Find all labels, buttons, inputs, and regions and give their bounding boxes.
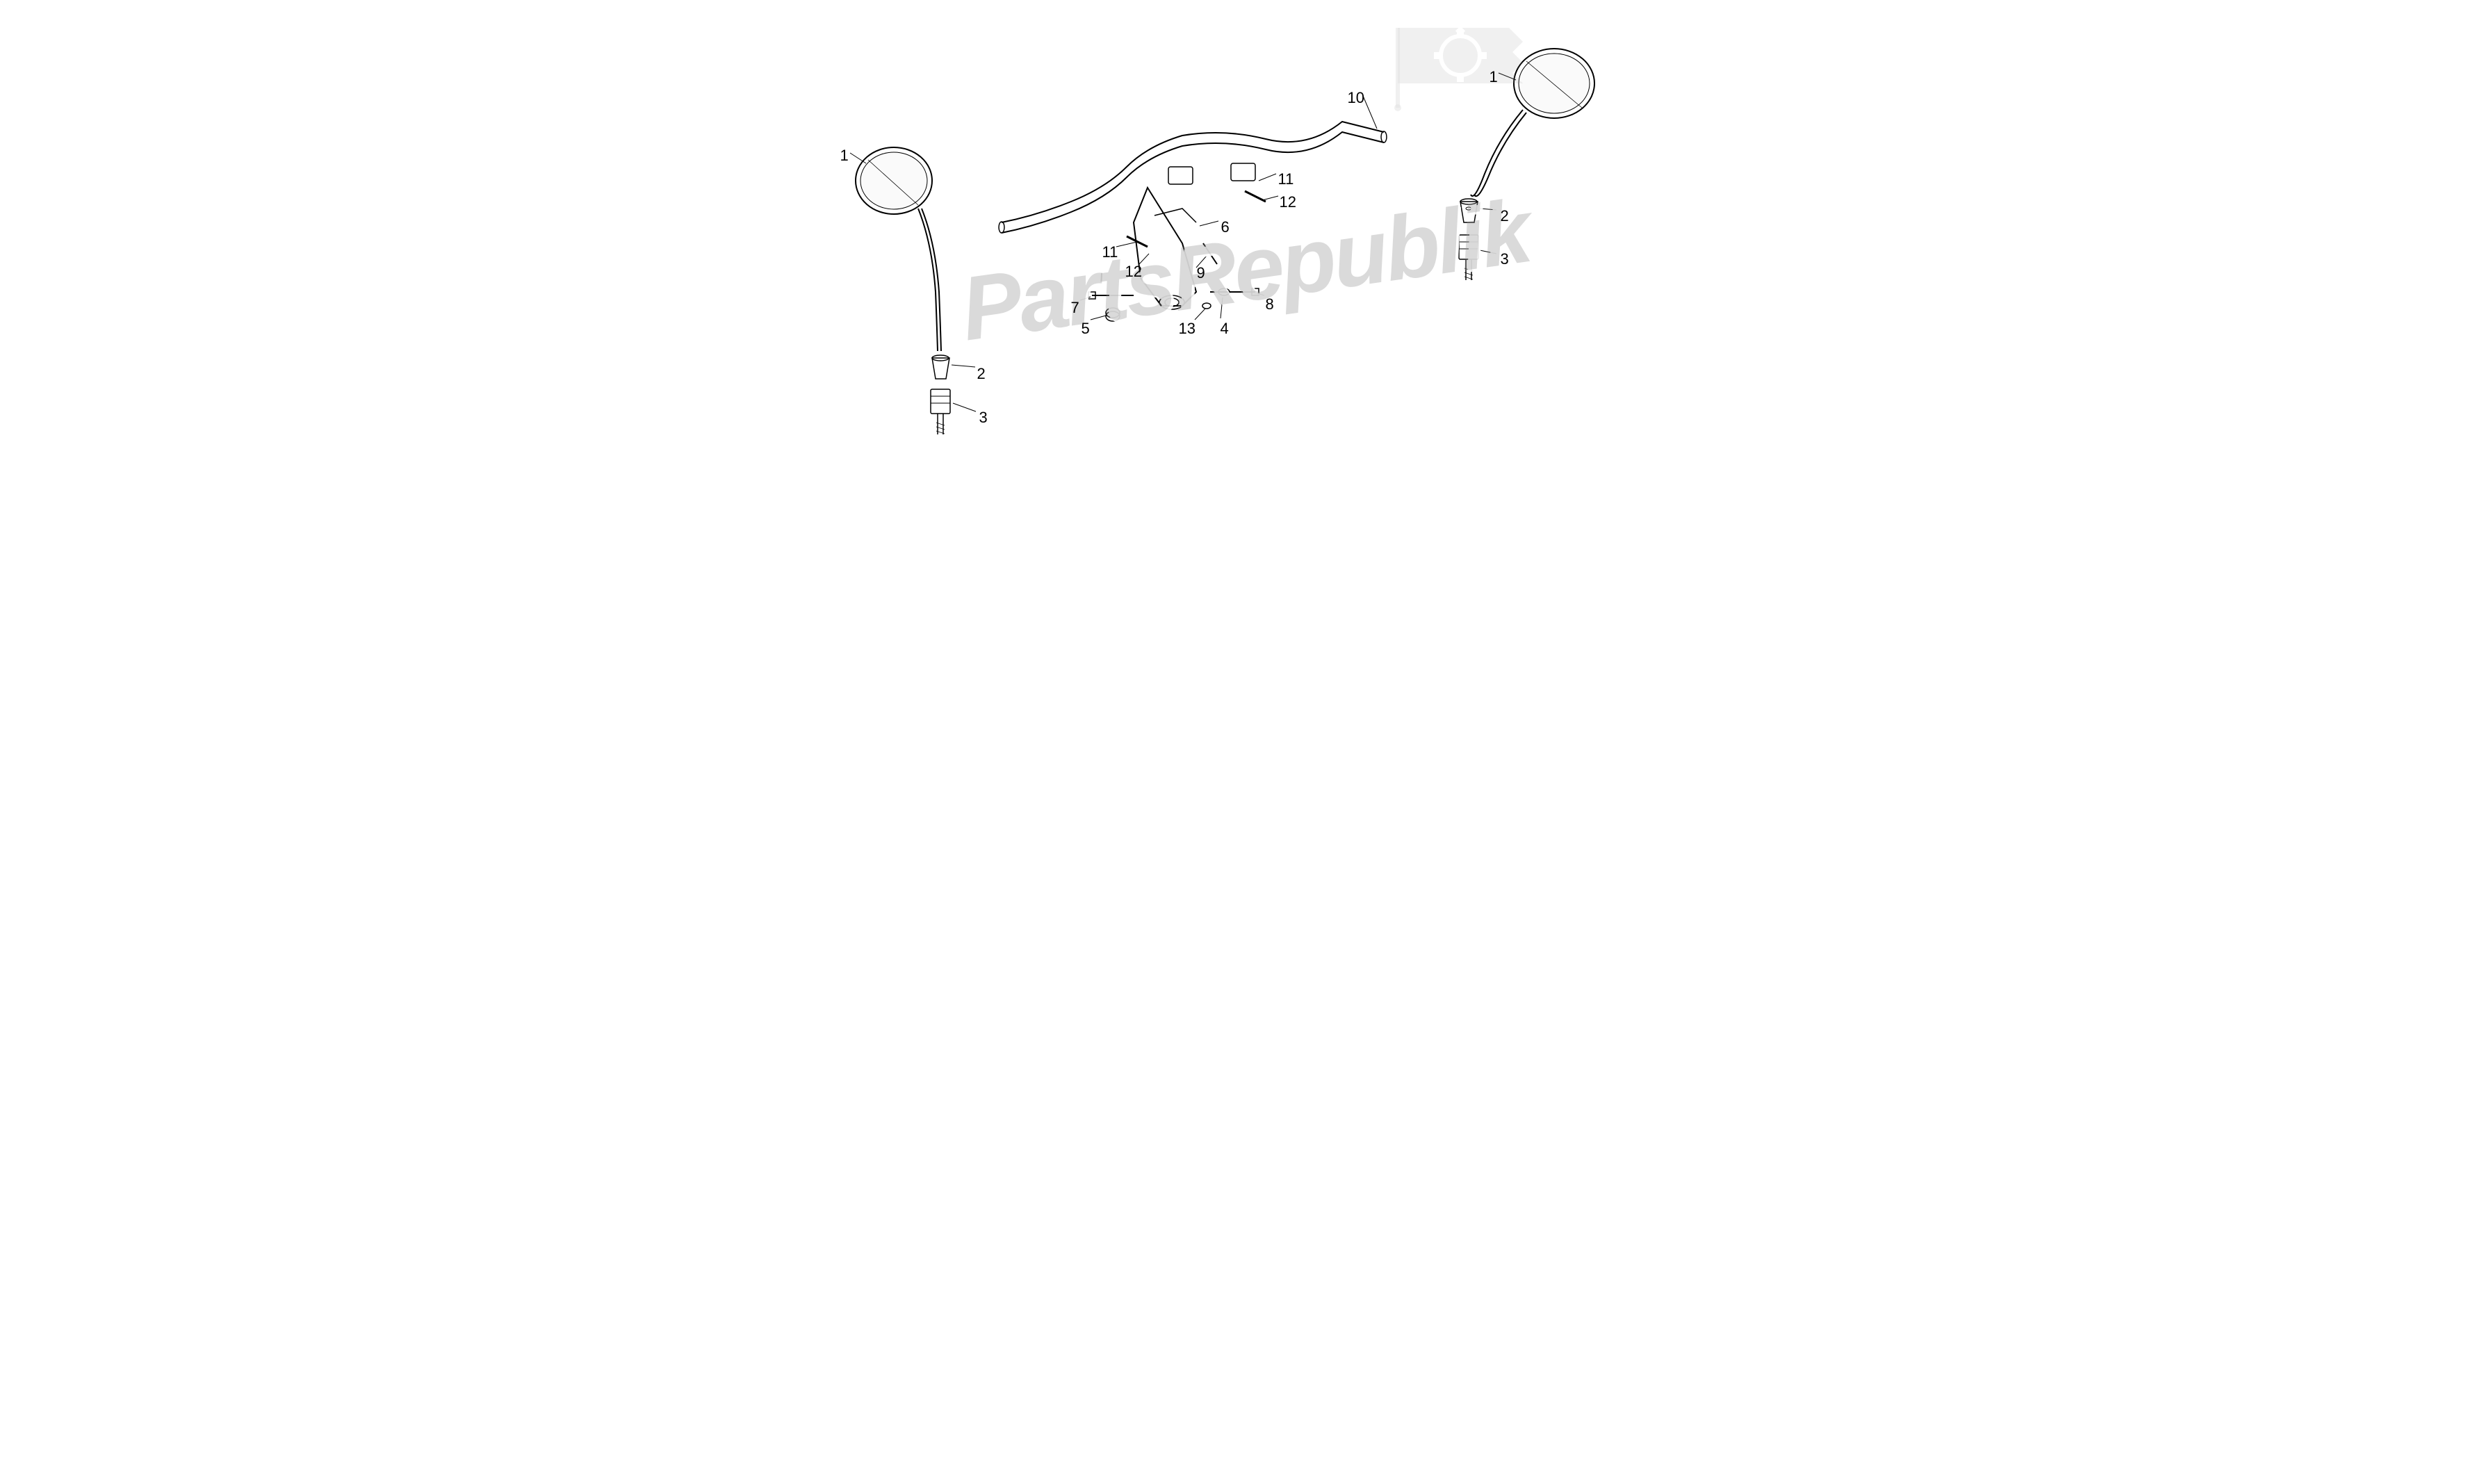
callout-4-washer-flat: 4 — [1221, 320, 1229, 338]
callout-12-bolt-left: 12 — [1125, 263, 1142, 281]
callout-1-right-mirror: 1 — [1490, 68, 1498, 86]
callout-2-damper-left: 2 — [977, 365, 986, 383]
callout-11-clamp-left: 11 — [1102, 243, 1118, 261]
callout-8-bolt: 8 — [1266, 295, 1274, 313]
callout-3-adapter-right: 3 — [1501, 250, 1509, 268]
callout-2-damper-right: 2 — [1501, 207, 1509, 225]
parts-diagram-container: PartsRepublik PartsRepublik 1 1 10 11 12… — [793, 0, 1697, 539]
callout-11-clamp-right: 11 — [1278, 170, 1294, 188]
callout-3-adapter-left: 3 — [979, 409, 988, 427]
callout-12-bolt-right: 12 — [1280, 193, 1296, 211]
callout-5-spacer: 5 — [1082, 320, 1090, 338]
callout-9-screw: 9 — [1197, 264, 1205, 282]
callout-1-left-mirror: 1 — [840, 147, 849, 165]
handlebar-assembly-drawing — [793, 0, 1697, 539]
callout-10-handlebar: 10 — [1348, 89, 1364, 107]
callout-6-upper-clamp: 6 — [1221, 218, 1230, 236]
callout-7-mounting-bolt: 7 — [1071, 299, 1079, 317]
callout-13-washer: 13 — [1179, 320, 1195, 338]
